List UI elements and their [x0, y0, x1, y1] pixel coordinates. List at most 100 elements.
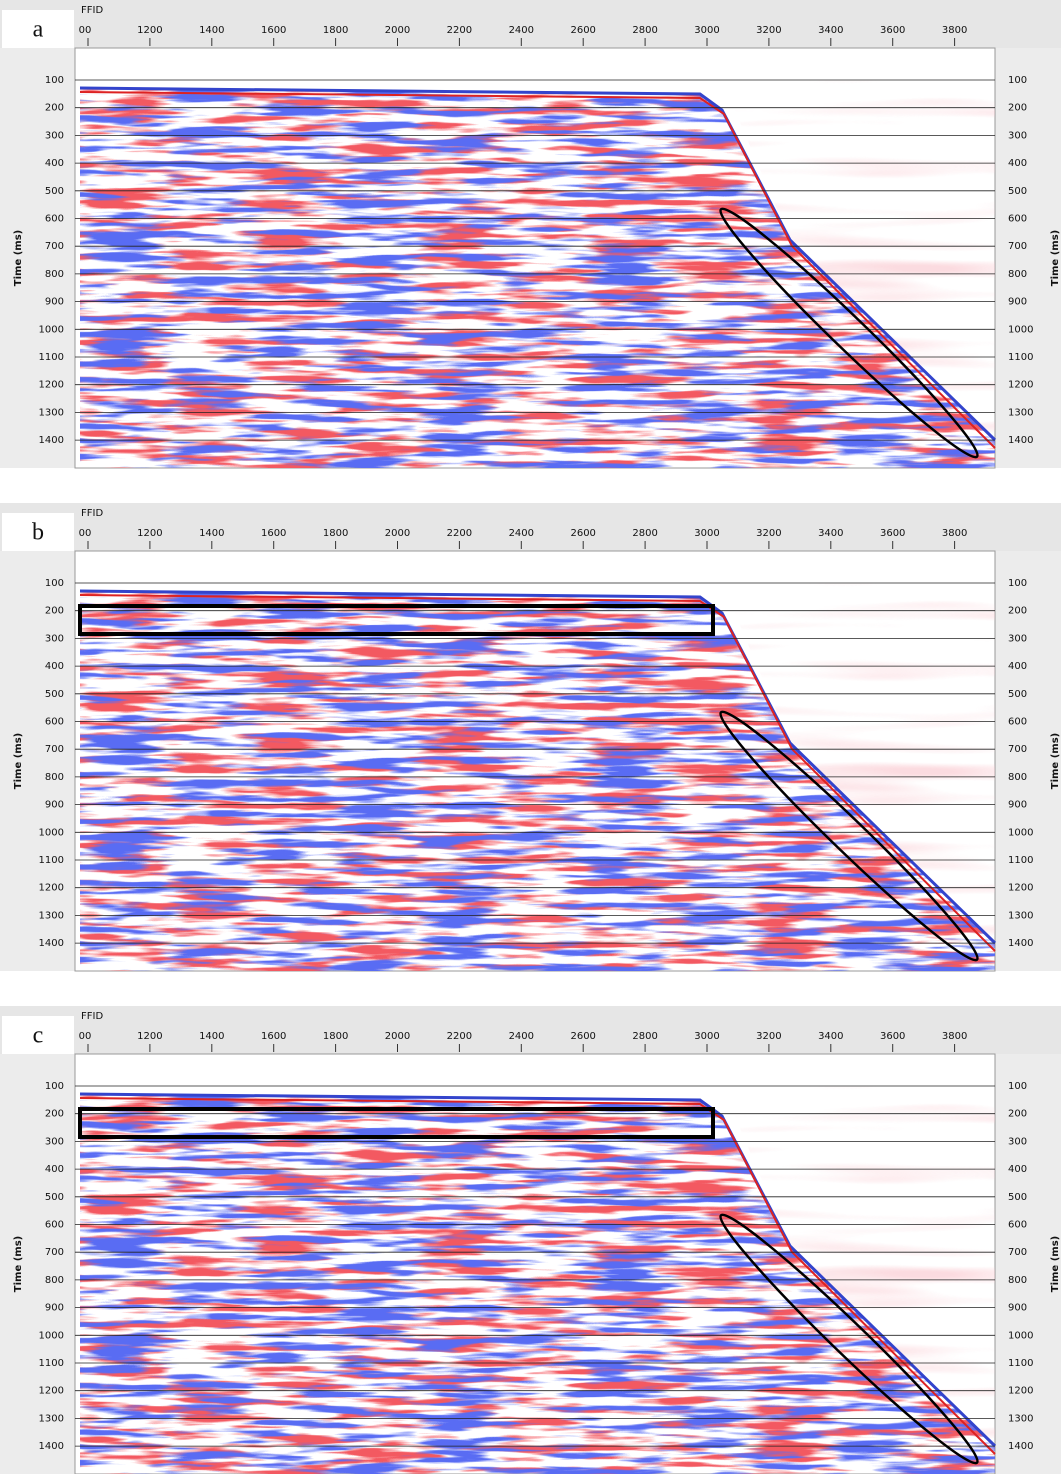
y-tick-label-left: 600 — [45, 1220, 64, 1231]
y-tick-label-left: 1200 — [39, 883, 64, 894]
y-tick-label-left: 1400 — [39, 435, 64, 446]
y-tick-label-left: 500 — [45, 1192, 64, 1203]
x-tick-label: 2200 — [447, 528, 472, 539]
panel: c FFID 00 1200 1400 1600 1800 2000 2200 2400 2600 2… — [0, 1006, 1061, 1475]
x-tick-label: 3600 — [880, 1031, 905, 1042]
y-tick-label-left: 700 — [45, 1247, 64, 1258]
y-tick-label-right: 1300 — [1008, 1413, 1033, 1424]
y-tick-label-left: 1200 — [39, 380, 64, 391]
y-tick-label-right: 200 — [1008, 606, 1027, 617]
y-tick-label-right: 1000 — [1008, 1330, 1033, 1341]
y-tick-label-right: 1400 — [1008, 938, 1033, 949]
y-tick-label-left: 200 — [45, 1109, 64, 1120]
y-tick-label-right: 900 — [1008, 1303, 1027, 1314]
x-tick-label: 2000 — [385, 528, 410, 539]
x-tick-label: 1200 — [137, 25, 162, 36]
y-tick-label-right: 600 — [1008, 214, 1027, 225]
y-axis-title-left: Time (ms) — [13, 733, 24, 789]
first-break — [79, 1092, 997, 1448]
right-axis-bar — [995, 1054, 1061, 1474]
header-bar — [0, 1006, 1061, 1054]
x-tick-label: 1800 — [323, 528, 348, 539]
x-tick-label: 3400 — [818, 25, 843, 36]
x-tick-label: 2600 — [570, 25, 595, 36]
x-tick-label: 00 — [79, 528, 92, 539]
y-tick-label-right: 300 — [1008, 633, 1027, 644]
y-tick-label-left: 300 — [45, 1136, 64, 1147]
x-tick-label: 2600 — [570, 528, 595, 539]
y-tick-label-right: 100 — [1008, 75, 1027, 86]
y-tick-label-right: 700 — [1008, 241, 1027, 252]
x-tick-label: 3800 — [942, 1031, 967, 1042]
x-tick-label: 2400 — [509, 1031, 534, 1042]
y-tick-label-left: 200 — [45, 103, 64, 114]
x-tick-label: 2200 — [447, 25, 472, 36]
y-tick-label-right: 400 — [1008, 158, 1027, 169]
first-break-red — [79, 594, 996, 952]
y-tick-label-right: 500 — [1008, 689, 1027, 700]
y-tick-label-left: 400 — [45, 1164, 64, 1175]
x-tick-label: 1200 — [137, 528, 162, 539]
x-tick-label: 3000 — [694, 25, 719, 36]
y-tick-label-left: 800 — [45, 269, 64, 280]
x-tick-label: 3200 — [756, 528, 781, 539]
y-tick-label-left: 1400 — [39, 938, 64, 949]
y-tick-label-left: 400 — [45, 661, 64, 672]
y-tick-label-left: 400 — [45, 158, 64, 169]
y-tick-label-left: 1400 — [39, 1441, 64, 1452]
x-tick-label: 2800 — [632, 528, 657, 539]
panel-label: a — [33, 17, 44, 43]
x-tick-label: 2800 — [632, 1031, 657, 1042]
y-tick-label-right: 1100 — [1008, 352, 1033, 363]
label-box — [2, 513, 74, 551]
highlight-ellipse — [719, 1213, 979, 1465]
y-tick-label-left: 1300 — [39, 407, 64, 418]
y-tick-label-right: 1400 — [1008, 435, 1033, 446]
x-axis-title: FFID — [81, 1011, 103, 1022]
y-tick-label-right: 700 — [1008, 1247, 1027, 1258]
y-tick-label-left: 1000 — [39, 324, 64, 335]
y-tick-label-right: 600 — [1008, 1220, 1027, 1231]
left-axis-bar — [0, 551, 75, 971]
x-tick-label: 2600 — [570, 1031, 595, 1042]
highlight-box — [78, 604, 715, 636]
x-tick-label: 00 — [79, 1031, 92, 1042]
y-tick-label-right: 1200 — [1008, 380, 1033, 391]
y-tick-label-left: 1000 — [39, 1330, 64, 1341]
y-tick-label-left: 500 — [45, 689, 64, 700]
y-tick-label-right: 400 — [1008, 1164, 1027, 1175]
y-tick-label-left: 1100 — [39, 352, 64, 363]
y-tick-label-right: 200 — [1008, 1109, 1027, 1120]
y-tick-label-right: 300 — [1008, 130, 1027, 141]
x-tick-label: 2400 — [509, 528, 534, 539]
x-axis-title: FFID — [81, 5, 103, 16]
x-tick-label: 3400 — [818, 1031, 843, 1042]
right-axis-bar — [995, 551, 1061, 971]
x-tick-label: 3600 — [880, 25, 905, 36]
x-tick-label: 3200 — [756, 25, 781, 36]
first-break-red — [79, 1097, 996, 1455]
y-tick-label-right: 800 — [1008, 1275, 1027, 1286]
x-tick-label: 3000 — [694, 528, 719, 539]
first-break — [79, 589, 997, 945]
x-tick-label: 1600 — [261, 25, 286, 36]
x-tick-label: 1800 — [323, 25, 348, 36]
label-box — [2, 1016, 74, 1054]
y-axis-title-left: Time (ms) — [13, 230, 24, 286]
x-tick-label: 1200 — [137, 1031, 162, 1042]
y-tick-label-left: 300 — [45, 130, 64, 141]
y-tick-label-left: 1200 — [39, 1386, 64, 1397]
y-tick-label-right: 1400 — [1008, 1441, 1033, 1452]
y-tick-label-right: 500 — [1008, 1192, 1027, 1203]
x-tick-label: 1400 — [199, 528, 224, 539]
highlight-ellipse — [719, 207, 979, 459]
left-axis-bar — [0, 48, 75, 468]
y-tick-label-left: 900 — [45, 800, 64, 811]
y-tick-label-left: 1000 — [39, 827, 64, 838]
x-tick-label: 2400 — [509, 25, 534, 36]
header-bar — [0, 0, 1061, 48]
y-tick-label-left: 100 — [45, 75, 64, 86]
y-tick-label-right: 900 — [1008, 297, 1027, 308]
panel: a FFID 00 1200 1400 1600 1800 2000 2200 2400 2600 2… — [0, 0, 1061, 469]
